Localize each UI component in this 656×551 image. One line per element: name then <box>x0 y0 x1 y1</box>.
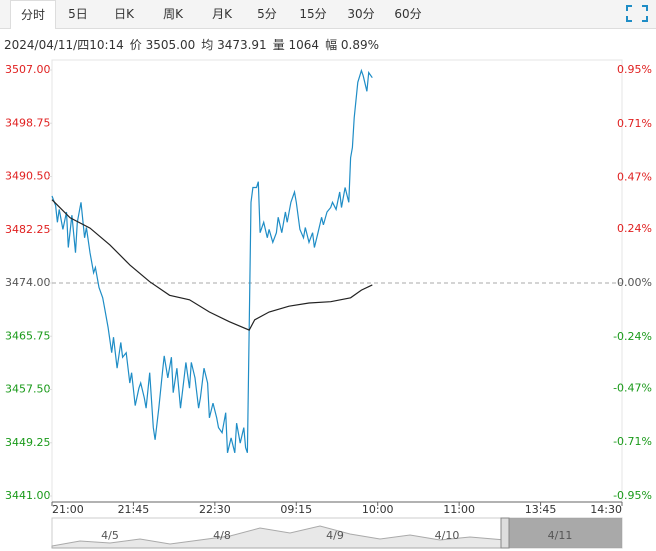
y2-tick-label: -0.47% <box>613 381 652 394</box>
tab[interactable]: 日K <box>114 7 134 21</box>
navigator-label: 4/8 <box>213 529 231 542</box>
y-tick-label: 3507.00 <box>5 63 51 76</box>
y-tick-label: 3474.00 <box>5 276 51 289</box>
y-tick-label: 3490.50 <box>5 170 51 183</box>
y2-tick-label: -0.24% <box>613 330 652 343</box>
plot-frame <box>51 59 623 503</box>
y-tick-label: 3465.75 <box>5 329 51 342</box>
y2-tick-label: -0.95% <box>613 489 652 502</box>
price-line <box>51 68 373 453</box>
navigator-label: 4/10 <box>435 529 460 542</box>
x-tick-label: 21:00 <box>52 503 84 516</box>
info-bar: 2024/04/11/四10:14 价 3505.00 均 3473.91 量 106… <box>4 36 385 53</box>
x-tick-label: 11:00 <box>443 503 475 516</box>
tab[interactable]: 分时 <box>10 0 56 29</box>
navigator-selection[interactable] <box>505 518 622 548</box>
navigator-label: 4/9 <box>326 529 344 542</box>
expand-icon[interactable] <box>626 5 648 22</box>
info-item: 幅 0.89% <box>325 38 379 52</box>
tab[interactable]: 5日 <box>68 7 88 21</box>
tab[interactable]: 30分 <box>347 7 375 21</box>
x-tick-label: 22:30 <box>199 503 231 516</box>
x-tick-label: 13:45 <box>525 503 557 516</box>
navigator-label: 4/11 <box>548 529 573 542</box>
tab[interactable]: 60分 <box>394 7 422 21</box>
tab[interactable]: 15分 <box>299 7 327 21</box>
y2-tick-label: 0.00% <box>617 276 652 289</box>
info-item: 2024/04/11/四10:14 <box>4 38 124 52</box>
tab[interactable]: 5分 <box>257 7 277 21</box>
y2-tick-label: 0.47% <box>617 171 652 184</box>
x-tick-label: 21:45 <box>118 503 150 516</box>
y-tick-label: 3449.25 <box>5 436 51 449</box>
y2-tick-label: 0.24% <box>617 222 652 235</box>
x-tick-label: 09:15 <box>280 503 312 516</box>
y-tick-label: 3482.25 <box>5 223 51 236</box>
tab[interactable]: 周K <box>163 7 183 21</box>
price-line <box>51 199 373 331</box>
navigator-label: 4/5 <box>101 529 119 542</box>
y2-tick-label: 0.71% <box>617 117 652 130</box>
y-tick-label: 3457.50 <box>5 383 51 396</box>
tab[interactable]: 月K <box>212 7 232 21</box>
navigator-handle[interactable] <box>500 517 510 549</box>
info-item: 量 1064 <box>272 38 320 52</box>
tab-bar: 分时 5日 日K 周K 月K 5分 15分 30分 60分 <box>0 0 656 29</box>
y2-tick-label: 0.95% <box>617 63 652 76</box>
x-tick-label: 10:00 <box>362 503 394 516</box>
x-tick-label: 14:30 <box>590 503 622 516</box>
y-tick-label: 3441.00 <box>5 489 51 502</box>
info-item: 价 3505.00 <box>129 38 196 52</box>
y2-tick-label: -0.71% <box>613 435 652 448</box>
y-tick-label: 3498.75 <box>5 116 51 129</box>
info-item: 均 3473.91 <box>201 38 267 52</box>
